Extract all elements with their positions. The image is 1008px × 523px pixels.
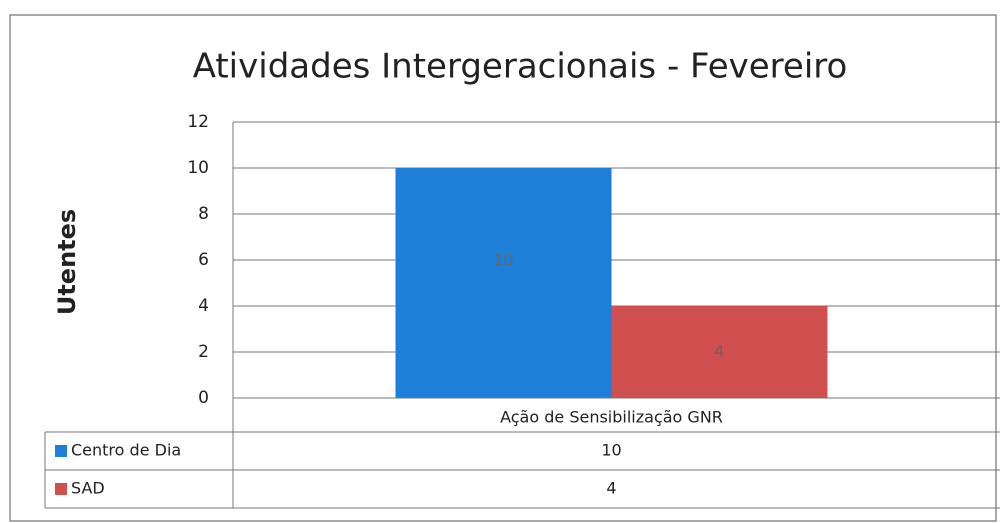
legend-swatch	[55, 483, 67, 495]
y-tick-label: 6	[198, 250, 209, 270]
bar	[395, 168, 612, 398]
table-value: 10	[601, 441, 621, 460]
y-tick-label: 12	[187, 112, 209, 132]
data-label: 4	[714, 342, 724, 361]
y-axis-label: Utentes	[53, 209, 81, 315]
y-tick-label: 2	[198, 342, 209, 362]
table-value: 4	[606, 479, 616, 498]
y-tick-label: 4	[198, 296, 209, 316]
bar	[611, 306, 828, 398]
y-tick-label: 8	[198, 204, 209, 224]
data-label: 10	[493, 251, 513, 270]
chart-title: Atividades Intergeracionais - Fevereiro	[193, 47, 848, 87]
legend-label: Centro de Dia	[71, 441, 181, 460]
x-tick-label: Ação de Sensibilização GNR	[500, 408, 723, 427]
y-tick-label: 10	[187, 158, 209, 178]
legend-swatch	[55, 445, 67, 457]
chart-border	[9, 14, 997, 522]
y-tick-label: 0	[198, 388, 209, 408]
legend-label: SAD	[71, 479, 105, 498]
